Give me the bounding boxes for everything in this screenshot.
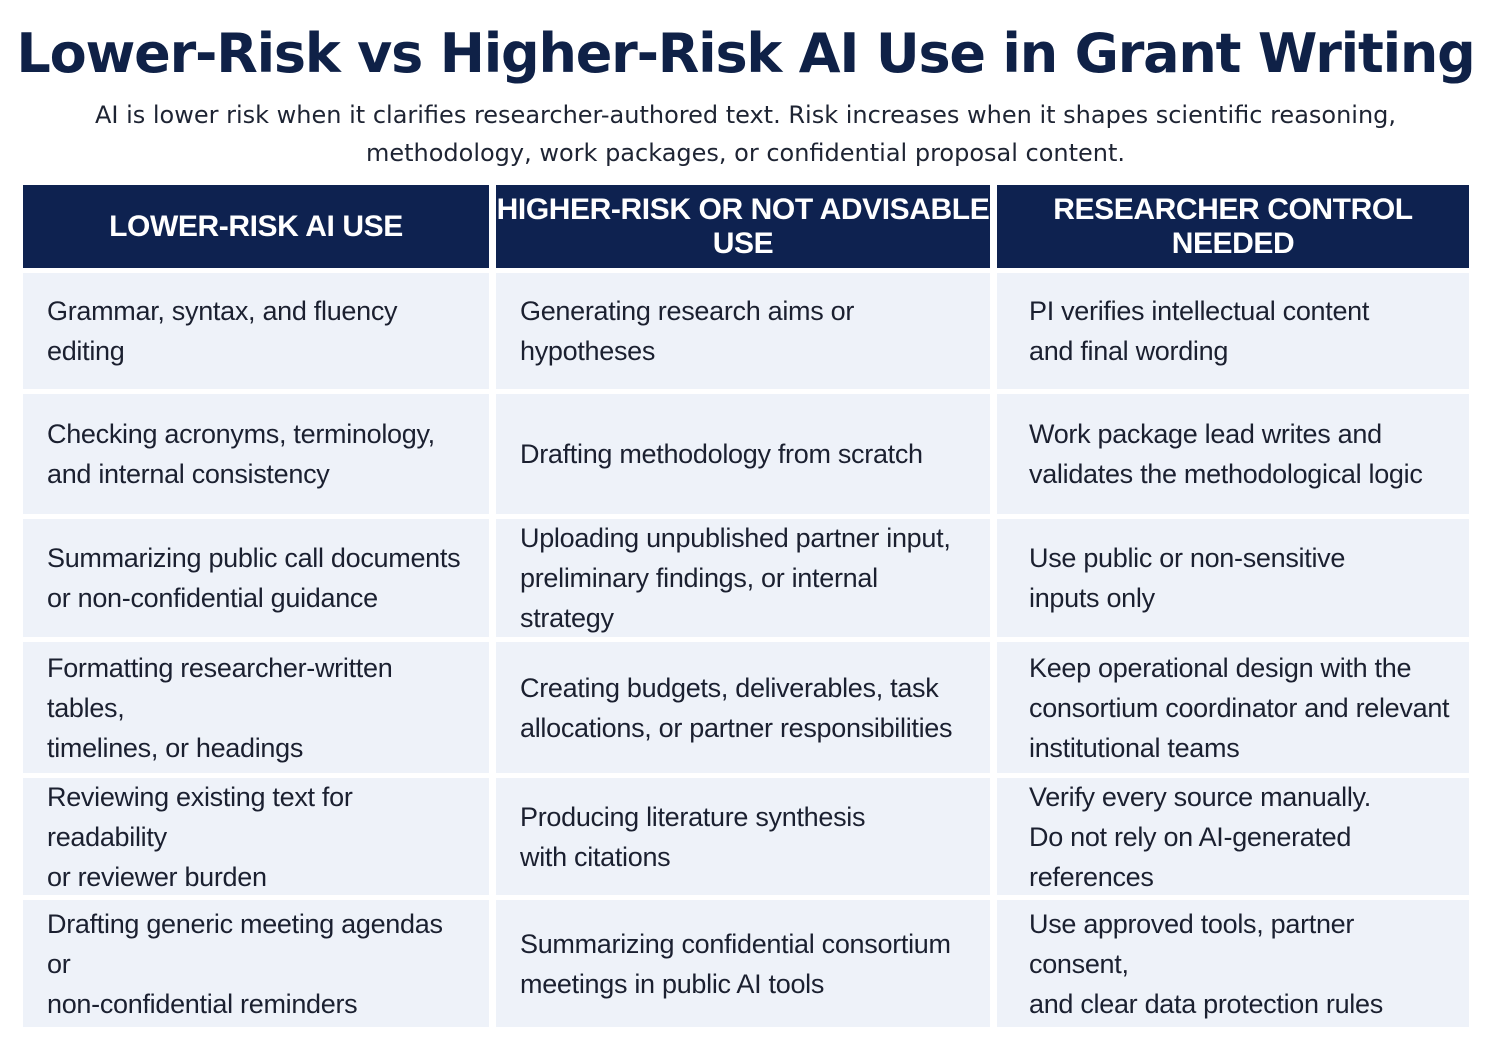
table-cell-lower-risk: Drafting generic meeting agendas or non-…: [23, 900, 489, 1027]
column-header-researcher-control: RESEARCHER CONTROL NEEDED: [997, 185, 1469, 268]
column-header-higher-risk: HIGHER-RISK OR NOT ADVISABLE USE: [496, 185, 990, 268]
table-cell-higher-risk: Producing literature synthesis with cita…: [496, 778, 990, 895]
table-cell-researcher-control: PI verifies intellectual content and fin…: [997, 273, 1469, 389]
table-cell-higher-risk: Drafting methodology from scratch: [496, 394, 990, 514]
table-cell-lower-risk: Summarizing public call documents or non…: [23, 519, 489, 637]
table-cell-lower-risk: Grammar, syntax, and fluency editing: [23, 273, 489, 389]
comparison-table: LOWER-RISK AI USE HIGHER-RISK OR NOT ADV…: [23, 185, 1469, 1027]
page-subtitle: AI is lower risk when it clarifies resea…: [94, 101, 1397, 167]
page-title: Lower-Risk vs Higher-Risk AI Use in Gran…: [16, 22, 1475, 85]
table-cell-higher-risk: Generating research aims or hypotheses: [496, 273, 990, 389]
table-cell-lower-risk: Formatting researcher-written tables, ti…: [23, 642, 489, 773]
table-cell-researcher-control: Keep operational design with the consort…: [997, 642, 1469, 773]
table-cell-researcher-control: Work package lead writes and validates t…: [997, 394, 1469, 514]
table-cell-lower-risk: Reviewing existing text for readability …: [23, 778, 489, 895]
table-cell-higher-risk: Creating budgets, deliverables, task all…: [496, 642, 990, 773]
table-cell-higher-risk: Summarizing confidential consortium meet…: [496, 900, 990, 1027]
table-cell-researcher-control: Use approved tools, partner consent, and…: [997, 900, 1469, 1027]
table-cell-lower-risk: Checking acronyms, terminology, and inte…: [23, 394, 489, 514]
table-cell-researcher-control: Use public or non-sensitive inputs only: [997, 519, 1469, 637]
table-cell-researcher-control: Verify every source manually. Do not rel…: [997, 778, 1469, 895]
table-cell-higher-risk: Uploading unpublished partner input, pre…: [496, 519, 990, 637]
column-header-lower-risk: LOWER-RISK AI USE: [23, 185, 489, 268]
